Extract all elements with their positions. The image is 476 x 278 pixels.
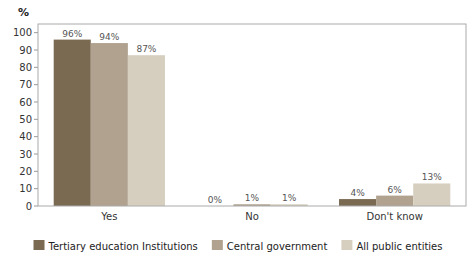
y-tick-label: 10: [19, 183, 32, 194]
plot-frame: [38, 24, 466, 206]
data-label: 13%: [422, 172, 442, 182]
bar: [91, 43, 128, 206]
y-axis-label: %: [18, 6, 29, 19]
y-tick-label: 90: [19, 45, 32, 56]
data-label: 0%: [208, 195, 223, 205]
y-tick-label: 80: [19, 62, 32, 73]
y-tick-label: 50: [19, 114, 32, 125]
legend: Tertiary education Institutions Central g…: [34, 240, 443, 252]
y-tick: [34, 32, 38, 33]
data-label: 4%: [350, 188, 365, 198]
legend-label: Central government: [227, 241, 328, 252]
chart: 0 10 20 30 40 50 60 70 80 90 100% 96% 0% 4% 94% 1% 6% 87%…: [0, 0, 476, 278]
y-tick-label: 40: [19, 131, 32, 142]
y-tick: [34, 136, 38, 137]
data-label: 87%: [136, 44, 156, 54]
bar: [376, 196, 413, 206]
y-tick: [34, 154, 38, 155]
y-tick-label: 100: [13, 27, 32, 38]
y-tick-label: 0: [26, 201, 32, 212]
data-label: 1%: [245, 193, 260, 203]
y-tick: [34, 171, 38, 172]
y-tick: [34, 84, 38, 85]
y-tick: [34, 102, 38, 103]
data-label: 1%: [282, 193, 297, 203]
data-label: 96%: [62, 29, 82, 39]
legend-label: All public entities: [356, 241, 442, 252]
x-tick-label: No: [245, 211, 259, 222]
bar: [128, 55, 165, 206]
y-tick-label: 20: [19, 166, 32, 177]
data-label: 6%: [388, 185, 403, 195]
y-tick: [34, 119, 38, 120]
x-tick-label: Don't know: [366, 211, 422, 222]
y-tick-label: 60: [19, 97, 32, 108]
y-tick: [34, 67, 38, 68]
legend-swatch: [341, 240, 352, 250]
legend-swatch: [34, 240, 45, 250]
data-label: 94%: [99, 32, 119, 42]
legend-swatch: [212, 240, 223, 250]
y-tick: [34, 206, 38, 207]
y-tick: [34, 188, 38, 189]
legend-label: Tertiary education Institutions: [48, 241, 198, 252]
y-tick-label: 30: [19, 149, 32, 160]
y-tick-label: 70: [19, 79, 32, 90]
bar: [54, 40, 91, 206]
bar: [413, 183, 450, 206]
bar: [339, 199, 376, 206]
y-tick: [34, 50, 38, 51]
x-tick-label: Yes: [100, 211, 117, 222]
bars: [54, 40, 451, 206]
